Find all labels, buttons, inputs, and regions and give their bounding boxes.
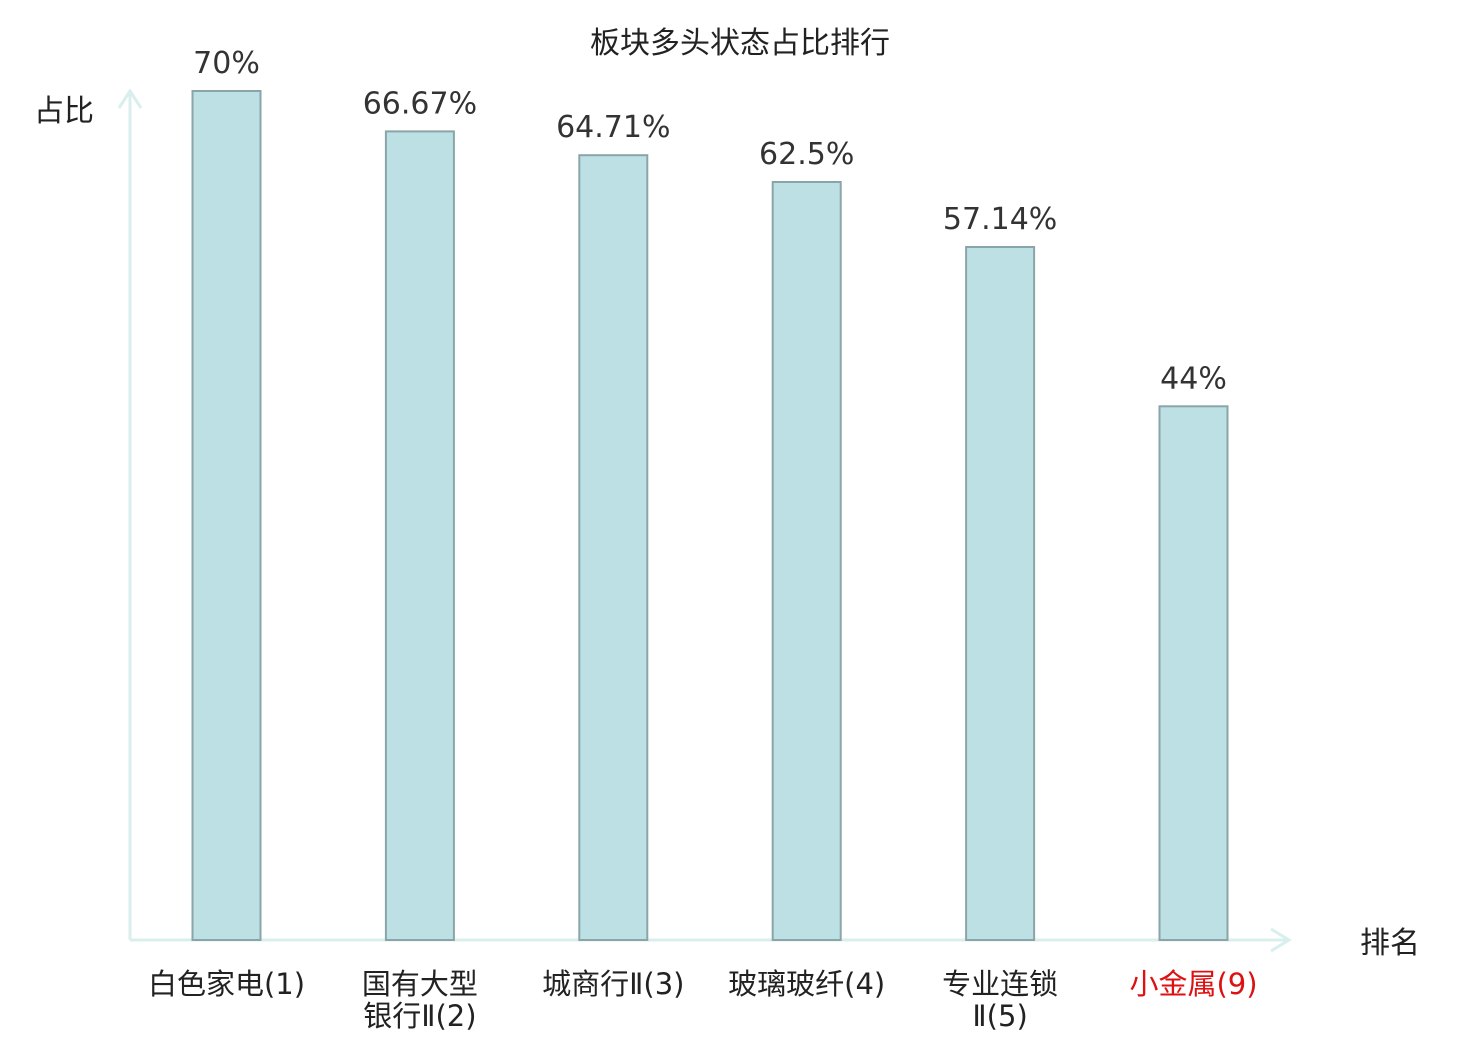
category-label-line: 银行Ⅱ(2) [363,999,476,1033]
category-label-3: 城商行Ⅱ(3) [542,967,684,1001]
x-axis-label: 排名 [1360,926,1420,961]
bar-4 [771,181,842,941]
bar-1 [191,90,262,941]
category-label-line: 玻璃玻纤(4) [728,967,885,1001]
value-label-1: 70% [193,46,260,81]
value-label-4: 62.5% [759,137,854,172]
chart-title: 板块多头状态占比排行 [590,26,890,61]
value-label-2: 66.67% [363,86,477,121]
category-label-line: 小金属(9) [1129,967,1257,1001]
bar-5 [965,246,1036,941]
category-label-line: 专业连锁 [942,967,1058,1001]
x-axis-arrow-icon [1270,927,1292,953]
category-label-line: Ⅱ(5) [972,999,1027,1033]
bar-6 [1158,405,1229,941]
value-labels-group: 70% 66.67% 64.71% 62.5% 57.14% 44% [193,46,1227,396]
value-label-3: 64.71% [556,110,670,145]
value-label-6: 44% [1160,361,1227,396]
bars-group [191,90,1229,941]
y-axis-arrow-icon [117,88,143,109]
bar-2 [384,130,455,941]
category-label-2: 国有大型银行Ⅱ(2) [362,967,478,1033]
category-label-6: 小金属(9) [1129,967,1257,1001]
bar-3 [578,154,649,941]
category-labels-group: 白色家电(1) 国有大型银行Ⅱ(2) 城商行Ⅱ(3) 玻璃玻纤(4) 专业连锁 Ⅱ(5) 小… [148,967,1258,1033]
category-label-line: 国有大型 [362,967,478,1001]
category-label-5: 专业连锁 Ⅱ(5) [942,967,1058,1033]
category-label-1: 白色家电(1) [148,967,305,1001]
value-label-5: 57.14% [943,202,1057,237]
category-label-line: 白色家电(1) [148,967,305,1001]
y-axis-label: 占比 [34,94,94,129]
axes [117,88,1292,953]
category-label-4: 玻璃玻纤(4) [728,967,885,1001]
category-label-line: 城商行Ⅱ(3) [542,967,684,1001]
